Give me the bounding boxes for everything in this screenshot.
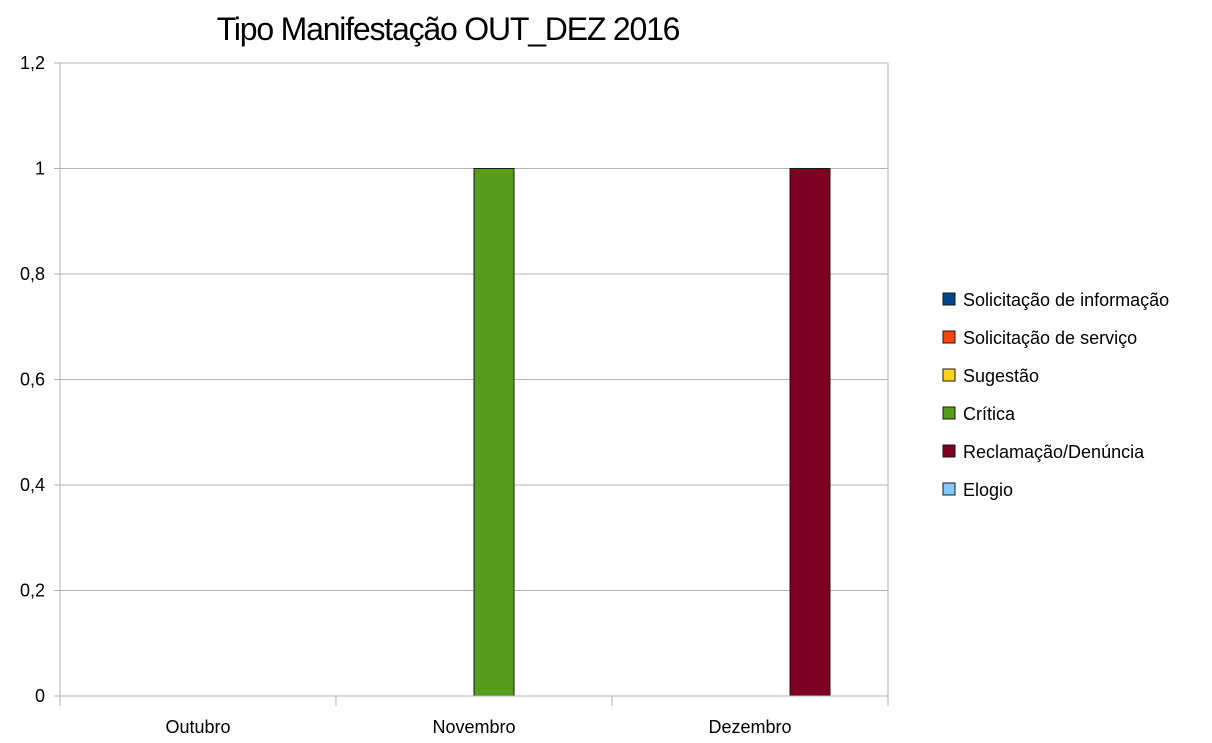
y-tick-labels: 0 0,2 0,4 0,6 0,8 1 1,2 xyxy=(20,53,45,706)
y-tick-label: 0 xyxy=(35,686,45,706)
bar xyxy=(473,168,515,697)
legend-swatch xyxy=(942,330,956,344)
y-tick-label: 0,4 xyxy=(20,475,45,495)
y-tick-label: 0,6 xyxy=(20,370,45,390)
legend-swatch xyxy=(942,482,956,496)
legend-swatch xyxy=(942,292,956,306)
legend: Solicitação de informação Solicitação de … xyxy=(942,290,1169,500)
legend-label: Reclamação/Denúncia xyxy=(963,442,1145,462)
legend-label: Elogio xyxy=(963,480,1013,500)
x-tick-labels: Outubro Novembro Dezembro xyxy=(165,717,791,737)
legend-label: Crítica xyxy=(963,404,1016,424)
x-tick-label: Novembro xyxy=(432,717,515,737)
y-tick-label: 1,2 xyxy=(20,53,45,73)
legend-label: Solicitação de informação xyxy=(963,290,1169,310)
legend-label: Solicitação de serviço xyxy=(963,328,1137,348)
axes xyxy=(54,62,889,706)
x-tick-label: Outubro xyxy=(165,717,230,737)
y-tick-label: 0,8 xyxy=(20,264,45,284)
legend-swatch xyxy=(942,368,956,382)
y-tick-label: 0,2 xyxy=(20,581,45,601)
legend-swatch xyxy=(942,406,956,420)
y-tick-label: 1 xyxy=(35,159,45,179)
bar xyxy=(789,168,831,697)
x-tick-label: Dezembro xyxy=(708,717,791,737)
bars xyxy=(473,168,831,697)
chart-title: Tipo Manifestação OUT_DEZ 2016 xyxy=(217,11,680,47)
legend-swatch xyxy=(942,444,956,458)
legend-label: Sugestão xyxy=(963,366,1039,386)
